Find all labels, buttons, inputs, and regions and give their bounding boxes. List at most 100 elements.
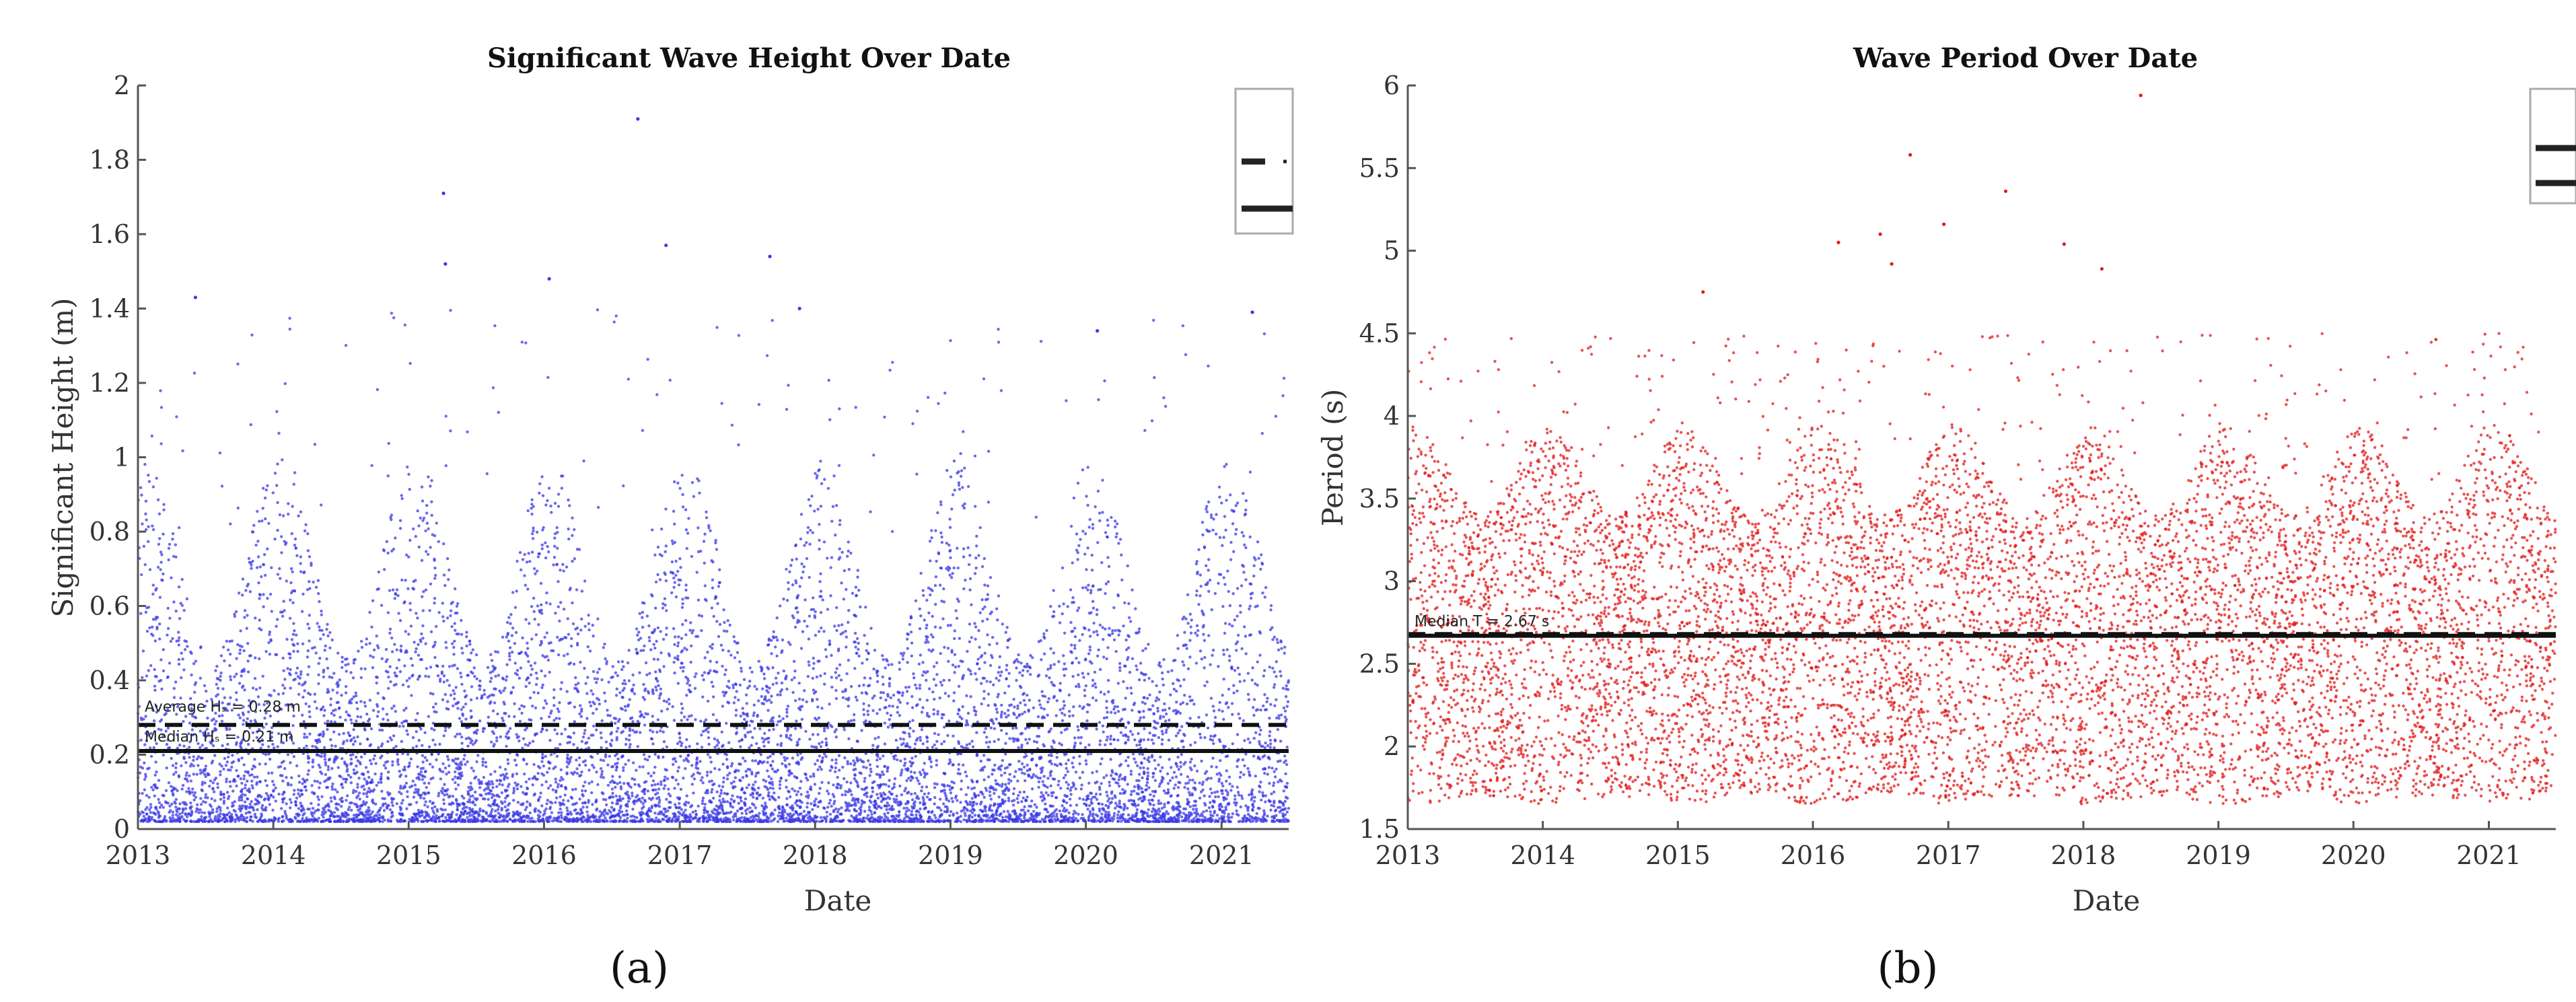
wave-height-data-point <box>655 730 659 734</box>
wave-height-data-point <box>1195 589 1198 593</box>
wave-height-data-point <box>1238 717 1242 720</box>
wave-height-data-point <box>627 649 631 652</box>
wave-height-data-point <box>478 684 482 688</box>
wave-height-data-point <box>1042 652 1046 655</box>
wave-height-data-point <box>1073 635 1077 639</box>
wave-height-data-point <box>297 682 301 686</box>
wave-height-data-point <box>759 753 763 756</box>
wave-height-data-point <box>706 771 709 774</box>
wave-height-data-point <box>246 584 249 587</box>
wave-height-data-point <box>949 791 953 795</box>
wave-height-data-point <box>627 679 631 682</box>
wave-height-data-point <box>1034 515 1038 519</box>
wave-height-data-point <box>324 763 328 767</box>
wave-height-data-point <box>445 755 450 758</box>
wave-height-data-point <box>660 709 664 713</box>
wave-height-data-point <box>351 791 355 795</box>
wave-height-data-point <box>1116 705 1119 709</box>
wave-height-data-point <box>1269 604 1273 608</box>
wave-height-data-point <box>619 785 623 789</box>
wave-height-data-point <box>718 794 721 798</box>
wave-height-data-point <box>1223 622 1227 625</box>
wave-height-data-point <box>1242 571 1246 574</box>
wave-height-data-point <box>208 785 211 788</box>
wave-height-data-point <box>828 801 831 805</box>
wave-height-data-point <box>791 756 795 760</box>
wave-height-data-point <box>934 816 937 820</box>
wave-height-data-point <box>431 692 435 696</box>
wave-height-data-point <box>264 791 269 795</box>
wave-height-data-point <box>992 683 995 686</box>
wave-height-data-point <box>295 796 299 800</box>
wave-height-data-point <box>633 692 637 696</box>
wave-height-data-point <box>867 806 871 809</box>
wave-height-data-point <box>221 645 225 649</box>
wave-height-data-point <box>357 808 360 812</box>
wave-height-data-point <box>933 743 936 747</box>
wave-height-data-point <box>569 756 573 759</box>
wave-height-data-point <box>991 636 995 639</box>
wave-height-data-point <box>1090 569 1094 572</box>
wave-height-data-point <box>731 686 736 690</box>
wave-height-data-point <box>906 791 909 795</box>
wave-height-data-point <box>322 670 325 674</box>
wave-height-data-point <box>430 727 433 730</box>
wave-height-data-point <box>423 803 427 807</box>
wave-height-data-point <box>158 596 162 599</box>
wave-height-data-point <box>871 709 875 713</box>
wave-height-data-point <box>1212 709 1216 713</box>
wave-height-data-point <box>553 536 557 540</box>
wave-height-data-point <box>283 678 287 681</box>
wave-height-data-point <box>624 762 627 766</box>
wave-height-data-point <box>573 686 577 690</box>
wave-height-data-point <box>680 474 684 477</box>
wave-height-data-point <box>1238 604 1242 608</box>
wave-height-data-point <box>1081 468 1085 472</box>
wave-height-data-point <box>777 715 781 718</box>
wave-height-data-point <box>837 674 841 678</box>
wave-height-data-point <box>743 717 746 721</box>
wave-height-data-point <box>503 800 507 803</box>
wave-height-data-point <box>271 780 275 783</box>
wave-height-data-point <box>147 540 150 543</box>
wave-height-data-point <box>143 778 147 781</box>
wave-height-data-point <box>428 762 432 766</box>
wave-height-data-point <box>680 606 684 609</box>
wave-height-data-point <box>398 725 402 728</box>
wave-height-data-point <box>350 808 353 812</box>
wave-height-data-point <box>283 382 287 386</box>
wave-height-data-point <box>616 674 619 678</box>
wave-height-data-point <box>377 781 380 785</box>
wave-height-data-point <box>868 799 872 803</box>
wave-height-data-point <box>676 682 680 685</box>
wave-height-data-point <box>1146 767 1149 771</box>
wave-height-data-point <box>1044 674 1048 678</box>
wave-height-data-point <box>1176 756 1180 759</box>
wave-height-data-point <box>1077 682 1081 686</box>
wave-height-data-point <box>1197 603 1201 606</box>
wave-height-data-point <box>888 718 892 721</box>
wave-height-data-point <box>1236 689 1239 693</box>
wave-height-data-point <box>420 658 423 661</box>
wave-height-data-point <box>437 794 440 797</box>
wave-height-data-point <box>1203 736 1207 740</box>
wave-height-data-point <box>970 740 974 743</box>
wave-height-data-point <box>188 756 191 759</box>
wave-height-data-point <box>140 493 143 497</box>
wave-height-data-point <box>752 711 756 715</box>
wave-height-data-point <box>650 783 654 787</box>
wave-height-data-point <box>238 807 241 811</box>
wave-height-data-point <box>1054 714 1058 717</box>
wave-height-data-point <box>887 785 891 788</box>
wave-height-data-point <box>433 743 437 746</box>
wave-height-data-point <box>1084 585 1087 589</box>
wave-height-data-point <box>1081 797 1085 801</box>
wave-height-data-point <box>401 683 405 686</box>
wave-height-data-point <box>620 660 624 664</box>
wave-height-data-point <box>1001 622 1005 626</box>
wave-height-data-point <box>560 816 564 820</box>
wave-height-data-point <box>1203 655 1207 659</box>
wave-height-data-point <box>680 719 683 722</box>
wave-height-data-point <box>700 614 704 618</box>
wave-height-data-point <box>1207 777 1210 780</box>
